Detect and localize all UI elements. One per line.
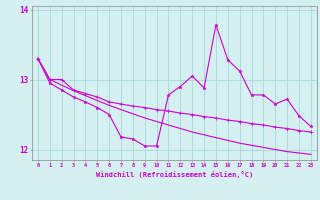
X-axis label: Windchill (Refroidissement éolien,°C): Windchill (Refroidissement éolien,°C): [96, 171, 253, 178]
